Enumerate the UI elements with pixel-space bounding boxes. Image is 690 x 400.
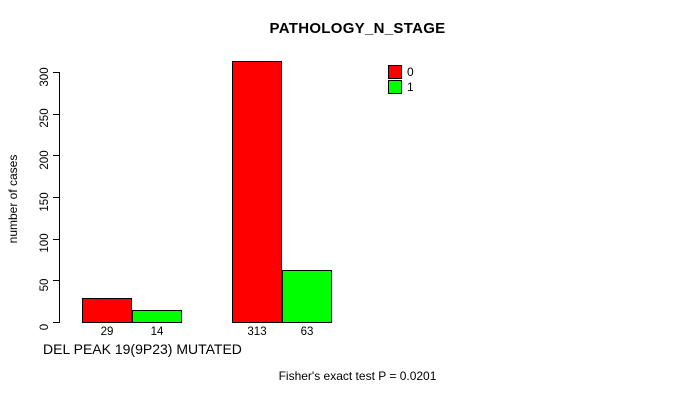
fisher-test-annotation: Fisher's exact test P = 0.0201 — [278, 369, 437, 383]
y-axis-tick — [53, 322, 60, 323]
bar-series-0 — [232, 61, 282, 323]
legend-entry: 1 — [388, 79, 414, 94]
bar-value-label: 14 — [150, 326, 164, 338]
bar-value-label: 313 — [247, 326, 267, 338]
y-axis-tick — [53, 197, 60, 198]
y-axis-tick — [53, 155, 60, 157]
y-axis-tick — [53, 280, 60, 282]
legend-swatch-icon — [388, 64, 402, 79]
legend-entry: 0 — [388, 64, 414, 79]
bar-series-1 — [132, 310, 182, 323]
bar-series-1 — [282, 269, 332, 323]
legend-label: 1 — [407, 79, 414, 94]
legend-swatch-icon — [388, 79, 402, 94]
bar-value-label: 63 — [300, 326, 314, 338]
legend-label: 0 — [407, 64, 414, 79]
bar-value-label: 29 — [100, 326, 114, 338]
y-axis-tick — [53, 113, 60, 115]
chart-title: PATHOLOGY_N_STAGE — [269, 20, 446, 37]
y-axis-tick — [53, 238, 60, 240]
x-axis-label: DEL PEAK 19(9P23) MUTATED — [43, 341, 242, 357]
y-axis-tick — [53, 72, 60, 73]
bar-series-0 — [82, 297, 132, 323]
